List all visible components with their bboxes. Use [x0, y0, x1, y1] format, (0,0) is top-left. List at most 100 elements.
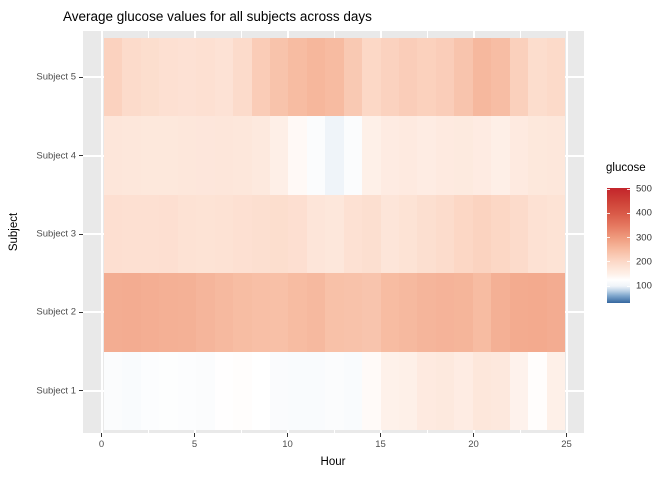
heatmap-tile [491, 116, 511, 196]
heatmap-tile [399, 351, 418, 431]
heatmap-tile [177, 273, 197, 353]
plot-panel [83, 31, 584, 433]
heatmap-tile [362, 273, 382, 353]
heatmap-tile [362, 116, 382, 196]
heatmap-tile [435, 116, 455, 196]
heatmap-tile [269, 351, 289, 431]
heatmap-tile [288, 116, 308, 196]
y-tick-label: Subject 2 [36, 306, 76, 318]
y-tick-label: Subject 1 [36, 385, 76, 397]
heatmap-tile [122, 194, 142, 274]
heatmap-tile [306, 194, 326, 274]
heatmap-tile [380, 116, 400, 196]
heatmap-tile [417, 351, 437, 431]
heatmap-tile [417, 116, 437, 196]
heatmap-tile [177, 116, 197, 196]
legend-tick-mark [627, 285, 630, 287]
heatmap-tile [454, 273, 474, 353]
y-axis-title: Subject [8, 212, 20, 252]
heatmap-tile [177, 194, 197, 274]
heatmap-tile [214, 273, 234, 353]
heatmap-tile [546, 38, 566, 117]
x-tick-mark [194, 433, 195, 437]
legend-tick-label: 500 [636, 183, 652, 195]
legend-tick-label: 100 [636, 280, 652, 292]
heatmap-tile [196, 351, 216, 431]
heatmap-tile [546, 116, 566, 196]
heatmap-tile [546, 351, 566, 431]
heatmap-tiles [83, 31, 584, 433]
heatmap-tile [196, 194, 216, 274]
legend-tick-mark [627, 237, 630, 239]
heatmap-tile [380, 351, 400, 431]
y-tick-mark [79, 311, 83, 313]
legend-title: glucose [606, 162, 646, 174]
x-tick-label: 10 [282, 439, 293, 450]
heatmap-tile [528, 351, 548, 431]
x-tick-mark [101, 433, 102, 437]
heatmap-tile [251, 116, 271, 196]
heatmap-tile [343, 116, 363, 196]
heatmap-tile [546, 194, 566, 274]
heatmap-tile [417, 194, 437, 274]
y-tick-mark [79, 76, 83, 78]
heatmap-tile [472, 38, 492, 117]
heatmap-tile [104, 116, 123, 196]
heatmap-tile [214, 194, 234, 274]
heatmap-tile [104, 194, 123, 274]
legend-tick-mark [607, 261, 610, 263]
x-axis-title: Hour [320, 456, 346, 468]
heatmap-tile [251, 351, 271, 431]
heatmap-tile [435, 194, 455, 274]
heatmap-tile [491, 351, 511, 431]
heatmap-tile [196, 273, 216, 353]
heatmap-tile [362, 38, 382, 117]
legend-tick-label: 200 [636, 256, 652, 268]
heatmap-tile [509, 351, 529, 431]
heatmap-tile [233, 273, 253, 353]
heatmap-tile [122, 38, 142, 117]
y-tick-mark [79, 390, 83, 392]
heatmap-tile [472, 273, 492, 353]
heatmap-tile [122, 273, 142, 353]
heatmap-tile [104, 351, 123, 431]
legend-tick-mark [607, 212, 610, 214]
heatmap-tile [288, 38, 308, 117]
heatmap-tile [214, 116, 234, 196]
heatmap-tile [472, 351, 492, 431]
heatmap-tile [233, 351, 253, 431]
heatmap-tile [454, 194, 474, 274]
heatmap-tile [343, 194, 363, 274]
heatmap-tile [417, 38, 437, 117]
heatmap-tile [399, 194, 418, 274]
heatmap-tile [491, 38, 511, 117]
legend-tick-mark [627, 261, 630, 263]
heatmap-tile [528, 194, 548, 274]
heatmap-tile [251, 38, 271, 117]
legend-colorbar [607, 188, 630, 303]
heatmap-tile [233, 116, 253, 196]
heatmap-tile [269, 38, 289, 117]
heatmap-tile [122, 116, 142, 196]
heatmap-tile [233, 194, 253, 274]
heatmap-tile [435, 273, 455, 353]
chart-title: Average glucose values for all subjects … [63, 9, 372, 24]
heatmap-tile [159, 194, 179, 274]
y-tick-label: Subject 3 [36, 228, 76, 240]
heatmap-tile [140, 38, 160, 117]
heatmap-tile [269, 273, 289, 353]
heatmap-tile [380, 273, 400, 353]
heatmap-tile [233, 38, 253, 117]
heatmap-tile [380, 38, 400, 117]
heatmap-tile [509, 194, 529, 274]
heatmap-tile [140, 116, 160, 196]
legend-tick-mark [607, 285, 610, 287]
heatmap-tile [435, 38, 455, 117]
legend-tick-mark [607, 188, 610, 190]
heatmap-tile [177, 351, 197, 431]
heatmap-tile [196, 38, 216, 117]
heatmap-tile [325, 351, 345, 431]
heatmap-tile [140, 194, 160, 274]
heatmap-tile [122, 351, 142, 431]
